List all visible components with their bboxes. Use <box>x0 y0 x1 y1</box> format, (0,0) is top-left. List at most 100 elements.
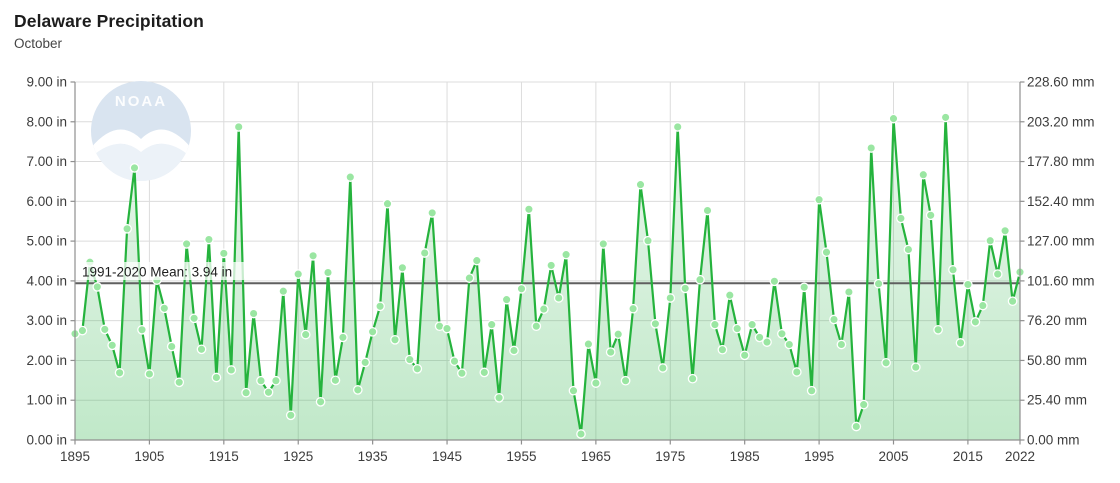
data-point-2011 <box>933 324 943 335</box>
data-point-1993 <box>799 282 810 293</box>
data-point-1945 <box>442 323 452 334</box>
data-point-1984 <box>732 323 743 334</box>
data-point-1916 <box>226 365 237 375</box>
x-tick-label: 1905 <box>134 449 164 464</box>
data-point-1955 <box>516 283 527 294</box>
x-tick-label: 2015 <box>953 449 983 464</box>
right-tick-label: 25.40 mm <box>1027 393 1087 408</box>
data-point-1900 <box>107 340 118 351</box>
x-tick-label: 1895 <box>60 449 90 464</box>
data-point-2020 <box>1000 225 1010 236</box>
data-point-1912 <box>196 344 207 355</box>
page-subtitle: October <box>14 36 63 51</box>
data-point-2016 <box>970 317 981 327</box>
x-tick-label: 2022 <box>1005 449 1035 464</box>
data-point-1988 <box>762 337 772 347</box>
data-point-1992 <box>791 367 802 377</box>
data-point-2007 <box>903 244 914 255</box>
data-point-1961 <box>561 249 571 260</box>
data-point-1951 <box>486 319 497 330</box>
left-tick-label: 8.00 in <box>26 114 67 129</box>
left-tick-label: 2.00 in <box>26 353 67 368</box>
data-point-1926 <box>300 329 311 340</box>
right-tick-label: 76.20 mm <box>1027 313 1087 328</box>
data-point-1991 <box>784 339 795 350</box>
data-point-2005 <box>888 113 899 124</box>
left-tick-label: 1.00 in <box>26 393 67 408</box>
data-point-2021 <box>1007 296 1018 307</box>
data-point-1999 <box>844 287 854 297</box>
noaa-bird-icon <box>91 129 191 158</box>
data-point-1915 <box>218 248 229 259</box>
data-point-1899 <box>99 324 110 335</box>
right-tick-label: 177.80 mm <box>1027 154 1095 169</box>
data-point-1920 <box>256 375 266 386</box>
data-point-1937 <box>382 198 393 209</box>
right-tick-label: 101.60 mm <box>1027 273 1095 288</box>
data-point-1928 <box>315 396 326 407</box>
data-point-1953 <box>501 294 512 305</box>
data-point-1997 <box>829 314 839 325</box>
data-point-1965 <box>591 378 601 388</box>
data-point-1927 <box>308 250 318 261</box>
data-point-1938 <box>390 334 400 345</box>
data-point-2003 <box>873 278 884 289</box>
data-point-2000 <box>851 421 862 432</box>
left-tick-label: 4.00 in <box>26 273 67 288</box>
data-point-1922 <box>271 375 281 386</box>
data-point-1934 <box>360 357 371 368</box>
data-point-1977 <box>680 283 691 294</box>
data-point-1948 <box>464 273 475 283</box>
data-point-1989 <box>769 276 780 287</box>
data-point-1917 <box>233 122 244 132</box>
x-tick-label: 1945 <box>432 449 462 464</box>
data-point-2009 <box>918 169 929 180</box>
data-point-1980 <box>702 205 713 216</box>
data-point-1952 <box>494 392 504 403</box>
right-tick-label: 0.00 mm <box>1027 433 1080 448</box>
data-point-1909 <box>174 377 185 388</box>
data-point-2008 <box>910 362 921 373</box>
data-point-1933 <box>352 385 363 395</box>
data-point-1981 <box>710 319 720 330</box>
noaa-logo-watermark: NOAA <box>91 81 191 181</box>
data-point-1908 <box>166 341 177 352</box>
area-fill <box>75 117 1020 441</box>
x-tick-label: 1955 <box>506 449 536 464</box>
data-point-2019 <box>992 269 1003 279</box>
data-point-1959 <box>546 260 557 271</box>
data-point-1921 <box>263 387 274 398</box>
data-point-1973 <box>650 318 661 329</box>
data-point-1956 <box>524 204 534 215</box>
data-point-1946 <box>449 356 460 367</box>
x-tick-label: 1925 <box>283 449 313 464</box>
data-point-1910 <box>181 239 192 249</box>
right-tick-label: 50.80 mm <box>1027 353 1087 368</box>
data-point-1939 <box>397 262 408 273</box>
data-point-1949 <box>471 255 482 266</box>
left-tick-label: 7.00 in <box>26 154 67 169</box>
data-point-1971 <box>635 179 646 190</box>
x-tick-label: 1915 <box>209 449 239 464</box>
data-point-1950 <box>479 367 490 378</box>
mean-line-label-group: 1991-2020 Mean: 3.94 in <box>78 262 244 280</box>
data-point-1972 <box>643 235 653 246</box>
data-point-1941 <box>412 363 423 374</box>
data-point-1996 <box>821 247 832 258</box>
x-tick-label: 2005 <box>878 449 908 464</box>
data-point-1914 <box>211 372 222 383</box>
data-point-1974 <box>657 363 668 373</box>
x-tick-label: 1965 <box>581 449 611 464</box>
data-point-1925 <box>293 269 304 279</box>
left-tick-label: 0.00 in <box>26 433 67 448</box>
data-point-1929 <box>323 267 333 278</box>
right-tick-label: 228.60 mm <box>1027 75 1095 90</box>
data-point-1962 <box>568 385 579 396</box>
data-point-1985 <box>739 350 750 361</box>
noaa-logo-sea <box>91 143 191 181</box>
data-point-1958 <box>538 304 549 314</box>
data-point-1919 <box>248 308 259 319</box>
data-point-1963 <box>576 429 586 439</box>
data-point-2001 <box>858 399 869 410</box>
